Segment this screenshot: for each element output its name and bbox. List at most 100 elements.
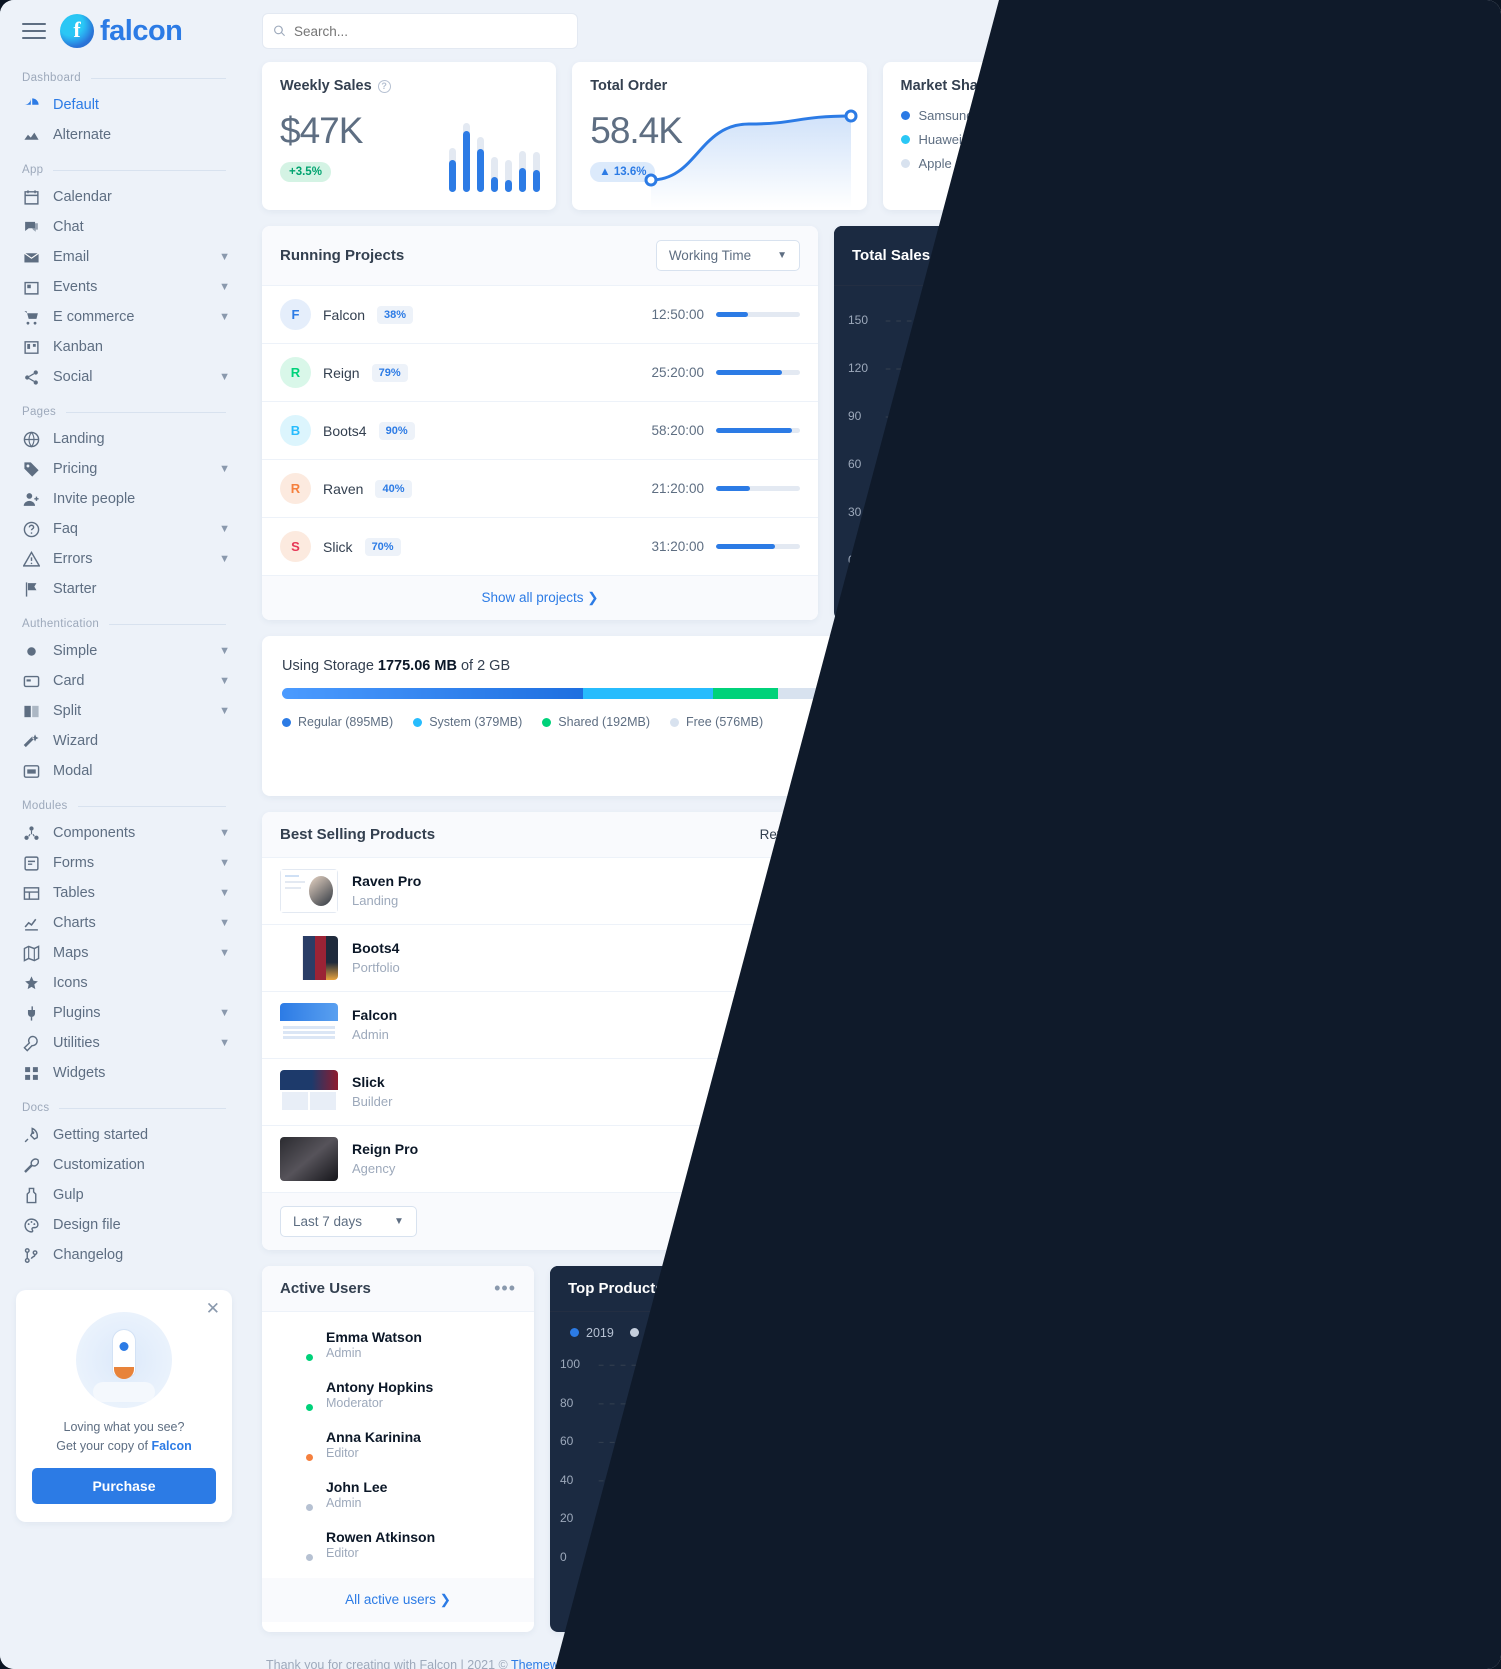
best-selling-row[interactable]: Slick Builder $245 8% [262, 1059, 1002, 1126]
sidebar-item-social[interactable]: Social ▼ [0, 362, 248, 392]
settings-gear-button[interactable] [1319, 14, 1353, 48]
sidebar-item-e-commerce[interactable]: E commerce ▼ [0, 302, 248, 332]
chevron-down-icon[interactable]: ▼ [219, 553, 230, 565]
best-selling-period-select[interactable]: Last 7 days ▼ [280, 1205, 417, 1237]
chevron-down-icon[interactable]: ▼ [219, 947, 230, 959]
sidebar-item-split[interactable]: Split ▼ [0, 696, 248, 726]
chevron-down-icon[interactable]: ▼ [219, 1037, 230, 1049]
active-user-row[interactable]: Anna Karinina Editor [262, 1420, 534, 1470]
chevron-down-icon[interactable]: ▼ [219, 857, 230, 869]
project-row[interactable]: F Falcon 38% 12:50:00 [262, 286, 818, 344]
sidebar-item-plugins[interactable]: Plugins ▼ [0, 998, 248, 1028]
chevron-down-icon[interactable]: ▼ [219, 827, 230, 839]
project-row[interactable]: B Boots4 90% 58:20:00 [262, 402, 818, 460]
sidebar-item-faq[interactable]: Faq ▼ [0, 514, 248, 544]
project-row[interactable]: R Raven 40% 21:20:00 [262, 460, 818, 518]
purchase-button[interactable]: Purchase [32, 1467, 216, 1504]
best-selling-row[interactable]: Falcon Admin $539 17% [262, 992, 1002, 1059]
sidebar-item-getting-started[interactable]: Getting started [0, 1120, 248, 1150]
shared-file-row[interactable]: Falcon v1.8.2 Jane 27 Sep at 10:30 AM [1018, 984, 1487, 1047]
sidebar-item-card[interactable]: Card ▼ [0, 666, 248, 696]
search-input[interactable] [294, 23, 567, 39]
cart-button[interactable]: 1 [1363, 11, 1400, 48]
sidebar-item-errors[interactable]: Errors ▼ [0, 544, 248, 574]
project-row[interactable]: R Reign 79% 25:20:00 [262, 344, 818, 402]
sidebar-item-default[interactable]: Default [0, 90, 248, 120]
search-box[interactable] [262, 13, 578, 49]
sidebar-item-landing[interactable]: Landing [0, 424, 248, 454]
shared-file-row[interactable]: iphone.jpg Antony Yesterday at 1:30 PM [1018, 921, 1487, 984]
best-selling-row[interactable]: Boots4 Portfolio $860 27% [262, 925, 1002, 992]
sidebar-item-simple[interactable]: Simple ▼ [0, 636, 248, 666]
chevron-down-icon[interactable]: ▼ [219, 705, 230, 717]
sidebar-item-gulp[interactable]: Gulp [0, 1180, 248, 1210]
brand-logo[interactable]: falcon [60, 14, 183, 48]
sidebar-item-customization[interactable]: Customization [0, 1150, 248, 1180]
chevron-down-icon[interactable]: ▼ [219, 887, 230, 899]
sidebar-item-changelog[interactable]: Changelog [0, 1240, 248, 1270]
top-products-more-icon[interactable]: ••• [1143, 1278, 1165, 1299]
active-users-more-icon[interactable]: ••• [494, 1278, 516, 1299]
working-time-select[interactable]: Working Time ▼ [655, 240, 800, 271]
sidebar-item-events[interactable]: Events ▼ [0, 272, 248, 302]
shared-file-row[interactable]: functions.php John 1 Oct at 4:30 PM [1018, 1110, 1487, 1173]
avatar[interactable] [1451, 14, 1485, 48]
show-all-projects-link[interactable]: Show all projects ❯ [481, 590, 599, 605]
weather-more-icon[interactable]: ••• [1449, 71, 1471, 91]
best-selling-view-all-button[interactable]: View All [902, 1205, 984, 1237]
chevron-down-icon[interactable]: ▼ [219, 523, 230, 535]
sidebar-item-utilities[interactable]: Utilities ▼ [0, 1028, 248, 1058]
upgrade-storage-link[interactable]: Upgrade storage ❯ [1044, 751, 1171, 768]
bandwidth-period-select[interactable]: Last 6 Months ▼ [1217, 1588, 1370, 1620]
chevron-down-icon[interactable]: ▼ [219, 463, 230, 475]
all-active-users-link[interactable]: All active users ❯ [345, 1591, 451, 1607]
footer-brand-link[interactable]: Themewagon [511, 1657, 587, 1669]
total-sales-more-icon[interactable]: ••• [1447, 245, 1469, 266]
sidebar-item-charts[interactable]: Charts ▼ [0, 908, 248, 938]
chevron-down-icon[interactable]: ▼ [219, 645, 230, 657]
notifications-button[interactable] [1407, 14, 1441, 48]
sidebar-item-icons[interactable]: Icons [0, 968, 248, 998]
sidebar-item-chat[interactable]: Chat [0, 212, 248, 242]
chevron-down-icon[interactable]: ▼ [219, 1007, 230, 1019]
sidebar-item-calendar[interactable]: Calendar [0, 182, 248, 212]
active-user-row[interactable]: Antony Hopkins Moderator [262, 1370, 534, 1420]
best-selling-row[interactable]: Raven Pro Landing $1311 41% [262, 858, 1002, 925]
active-user-row[interactable]: Emma Watson Admin [262, 1320, 534, 1370]
sidebar-item-widgets[interactable]: Widgets [0, 1058, 248, 1088]
hamburger-menu-icon[interactable] [22, 23, 46, 39]
sidebar-item-wizard[interactable]: Wizard [0, 726, 248, 756]
chevron-down-icon[interactable]: ▼ [219, 675, 230, 687]
help-circle-icon[interactable]: ? [377, 79, 391, 93]
bandwidth-more-icon[interactable]: ••• [1447, 1278, 1469, 1299]
sidebar-item-maps[interactable]: Maps ▼ [0, 938, 248, 968]
sidebar-item-forms[interactable]: Forms ▼ [0, 848, 248, 878]
bandwidth-gauge: 93% [1199, 1312, 1487, 1510]
sidebar-item-alternate[interactable]: Alternate [0, 120, 248, 150]
project-row[interactable]: S Slick 70% 31:20:00 [262, 518, 818, 576]
chevron-down-icon[interactable]: ▼ [219, 917, 230, 929]
month-select[interactable]: January ▼ [1325, 240, 1436, 271]
top-products-view-details-link[interactable]: View Details [1057, 1280, 1132, 1296]
sidebar-item-pricing[interactable]: Pricing ▼ [0, 454, 248, 484]
sidebar-item-modal[interactable]: Modal [0, 756, 248, 786]
sidebar-item-components[interactable]: Components ▼ [0, 818, 248, 848]
sidebar-item-starter[interactable]: Starter [0, 574, 248, 604]
chevron-down-icon[interactable]: ▼ [219, 281, 230, 293]
bandwidth-help-link[interactable]: Help [1441, 1596, 1469, 1612]
shared-files-view-all-link[interactable]: View All [1421, 826, 1469, 842]
shared-file-row[interactable]: apple-smart-watch.png Antony Just Now [1018, 858, 1487, 921]
chevron-down-icon[interactable]: ▼ [219, 311, 230, 323]
sidebar-item-design-file[interactable]: Design file [0, 1210, 248, 1240]
sidebar-item-kanban[interactable]: Kanban [0, 332, 248, 362]
sidebar-item-email[interactable]: Email ▼ [0, 242, 248, 272]
close-icon[interactable]: ✕ [205, 1299, 220, 1318]
active-user-row[interactable]: Rowen Atkinson Editor [262, 1520, 534, 1570]
chevron-down-icon[interactable]: ▼ [219, 251, 230, 263]
chevron-down-icon[interactable]: ▼ [219, 371, 230, 383]
active-user-row[interactable]: John Lee Admin [262, 1470, 534, 1520]
shared-file-row[interactable]: iMac.jpg Rowen 23 Sep at 6:10 PM [1018, 1047, 1487, 1110]
best-selling-row[interactable]: Reign Pro Agency $234 7% [262, 1126, 1002, 1193]
sidebar-item-invite-people[interactable]: Invite people [0, 484, 248, 514]
sidebar-item-tables[interactable]: Tables ▼ [0, 878, 248, 908]
